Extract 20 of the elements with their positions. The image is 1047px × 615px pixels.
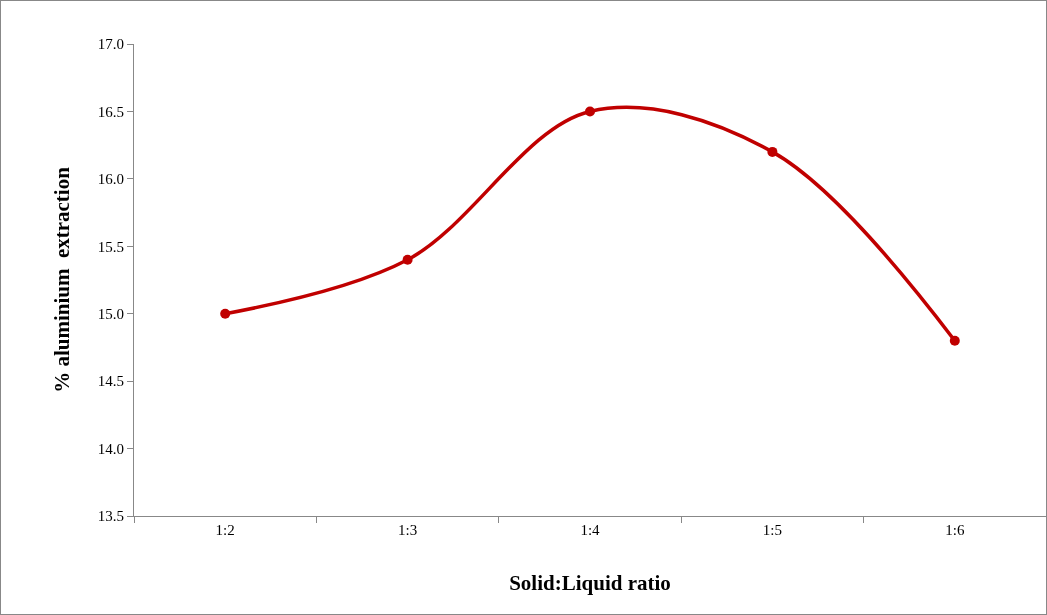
point — [402, 254, 413, 265]
point — [767, 146, 778, 157]
y-tick-label: 15.5 — [97, 238, 124, 255]
point — [585, 106, 595, 117]
x-axis-title: Solid:Liquid ratio — [509, 571, 671, 596]
y-tick-label: 14.5 — [97, 373, 124, 390]
y-tick-label: 16.0 — [97, 171, 124, 188]
y-tick-label: 14.0 — [97, 440, 124, 457]
x-tick-label: 1:4 — [580, 522, 601, 538]
y-tick-label: 15.0 — [97, 305, 124, 322]
y-tick-label: 16.5 — [97, 103, 124, 120]
y-tick-label: 13.5 — [97, 508, 124, 525]
x-tick-label: 1:5 — [762, 522, 782, 538]
point — [949, 335, 960, 346]
point — [220, 308, 231, 319]
y-tick-label: 17.0 — [97, 36, 124, 53]
y-axis-title: % aluminium extraction — [49, 166, 74, 393]
x-tick-label: 1:6 — [945, 522, 965, 538]
x-tick-label: 1:3 — [398, 522, 418, 538]
x-tick-label: 1:2 — [215, 522, 235, 538]
